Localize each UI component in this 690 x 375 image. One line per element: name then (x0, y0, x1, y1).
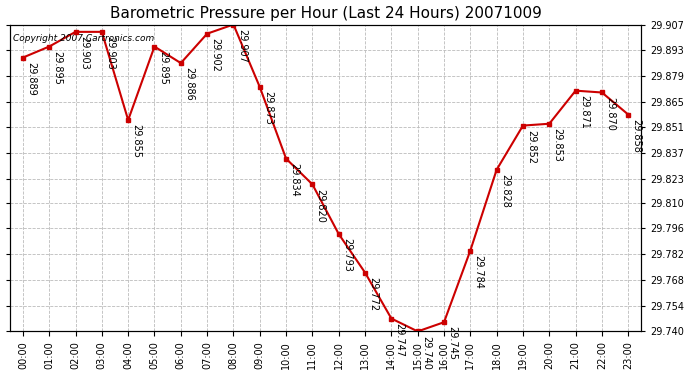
Text: 29.784: 29.784 (473, 255, 484, 289)
Text: 29.870: 29.870 (605, 97, 615, 130)
Text: 29.740: 29.740 (421, 336, 431, 369)
Text: 29.903: 29.903 (79, 36, 89, 70)
Text: 29.889: 29.889 (26, 62, 36, 96)
Text: 29.907: 29.907 (237, 28, 247, 63)
Text: 29.873: 29.873 (263, 91, 273, 125)
Title: Barometric Pressure per Hour (Last 24 Hours) 20071009: Barometric Pressure per Hour (Last 24 Ho… (110, 6, 542, 21)
Text: 29.828: 29.828 (500, 174, 510, 208)
Text: 29.903: 29.903 (105, 36, 115, 70)
Text: 29.747: 29.747 (395, 323, 405, 357)
Text: 29.793: 29.793 (342, 238, 352, 272)
Text: 29.820: 29.820 (316, 189, 326, 222)
Text: 29.858: 29.858 (631, 119, 642, 153)
Text: 29.871: 29.871 (579, 95, 589, 129)
Text: 29.895: 29.895 (52, 51, 63, 85)
Text: 29.852: 29.852 (526, 130, 536, 164)
Text: 29.855: 29.855 (132, 124, 141, 158)
Text: 29.895: 29.895 (158, 51, 168, 85)
Text: 29.902: 29.902 (210, 38, 221, 72)
Text: Copyright 2007 Cartronics.com: Copyright 2007 Cartronics.com (13, 34, 154, 43)
Text: 29.745: 29.745 (447, 326, 457, 360)
Text: 29.772: 29.772 (368, 277, 378, 311)
Text: 29.886: 29.886 (184, 67, 194, 101)
Text: 29.853: 29.853 (553, 128, 562, 162)
Text: 29.834: 29.834 (289, 163, 299, 196)
